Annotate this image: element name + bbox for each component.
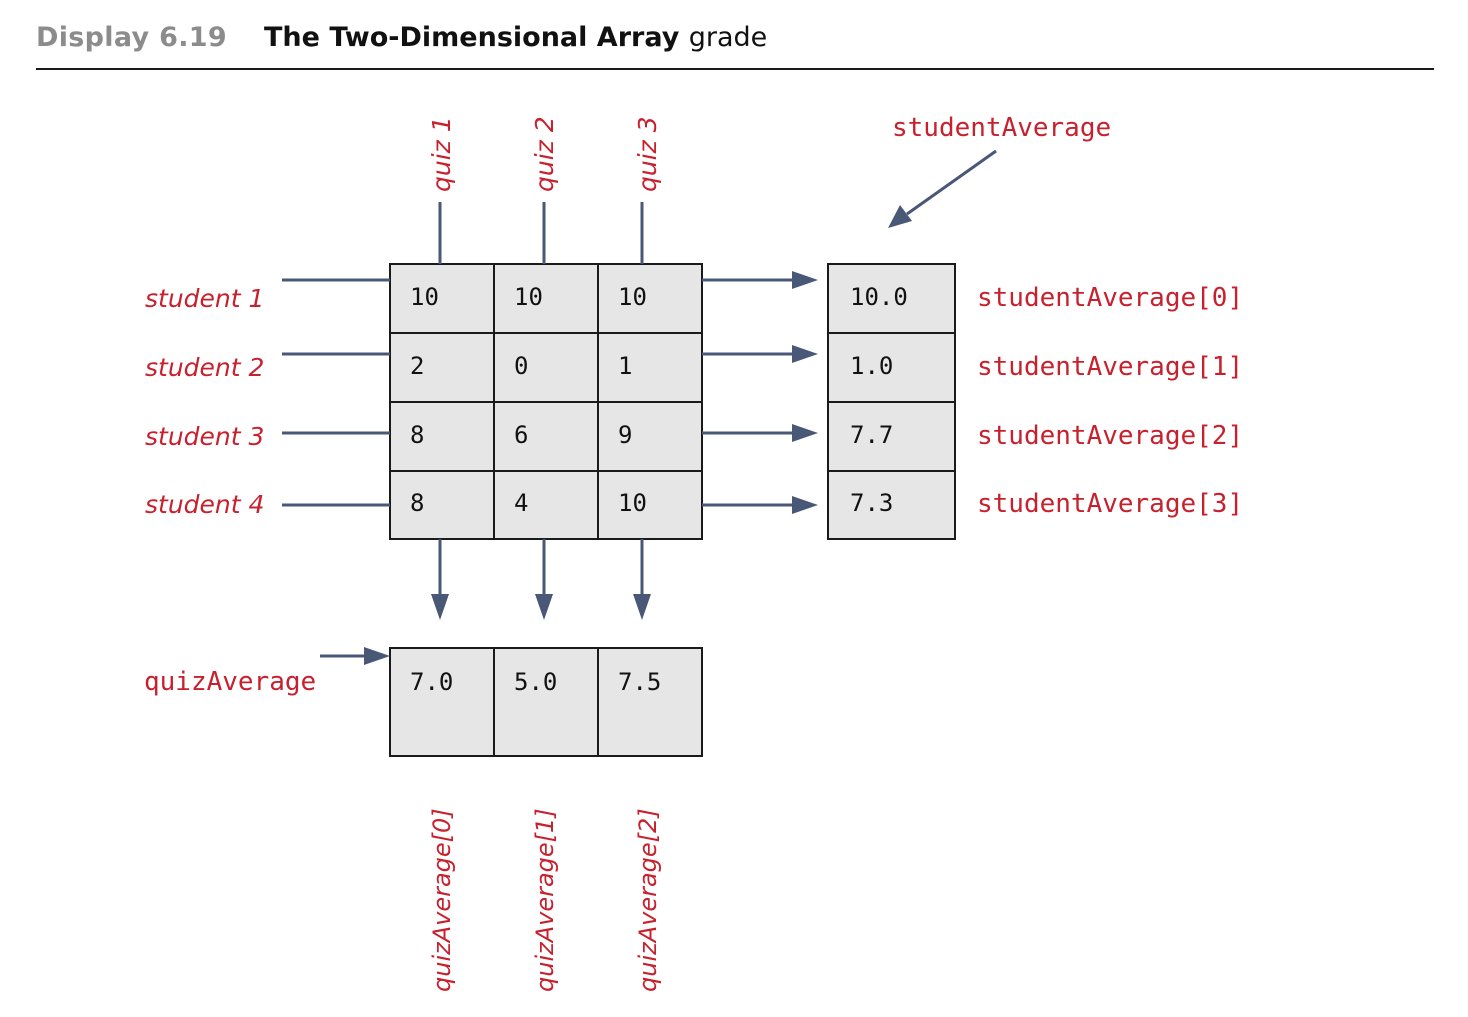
quiz-average-index-label: quizAverage[1] (531, 808, 559, 992)
display-number: Display 6.19 (36, 22, 227, 53)
grade-grid: 10 10 10 2 0 1 8 6 9 8 4 10 (389, 263, 703, 540)
column-average-arrows (431, 539, 651, 620)
grade-cell-3-1 (493, 470, 599, 540)
grade-cell-0-2 (597, 263, 703, 334)
row-arrow-head (792, 271, 818, 289)
grade-value: 8 (410, 421, 424, 449)
quiz-average-index-label: quizAverage[2] (634, 808, 662, 992)
grade-value: 10 (618, 489, 647, 517)
student-average-pointer-head (888, 205, 912, 228)
grade-value: 6 (514, 421, 528, 449)
student-average-name: studentAverage (892, 113, 1111, 143)
student-average-index-label: studentAverage[1] (977, 352, 1243, 382)
student-average-index-label: studentAverage[3] (977, 489, 1243, 519)
row-arrow-head (792, 424, 818, 442)
student-label: student 1 (145, 284, 264, 313)
student-average-labels: studentAverage[0] studentAverage[1] stud… (977, 283, 1243, 519)
grade-value: 1 (618, 352, 632, 380)
student-average-pointer-line (906, 149, 997, 216)
student-average-cell-3 (827, 470, 956, 540)
quiz-label: quiz 2 (530, 116, 559, 192)
grade-cell-3-0 (389, 470, 495, 540)
student-label: student 4 (145, 490, 264, 519)
student-label: student 2 (145, 353, 264, 382)
quiz-labels: quiz 1 quiz 2 quiz 3 (427, 116, 662, 192)
student-average-index-label: studentAverage[2] (977, 421, 1243, 451)
quiz-average-value: 7.5 (618, 668, 661, 696)
grade-value: 10 (618, 283, 647, 311)
quiz-label: quiz 1 (427, 116, 456, 192)
quiz-label: quiz 3 (633, 116, 662, 192)
grade-value: 8 (410, 489, 424, 517)
quiz-average-name: quizAverage (144, 667, 316, 697)
grade-cell-3-2 (597, 470, 703, 540)
quiz-average-value: 7.0 (410, 668, 453, 696)
column-arrow-head (431, 594, 449, 620)
quiz-average-cell-2 (597, 647, 703, 757)
row-arrow-head (792, 496, 818, 514)
column-arrow-head (633, 594, 651, 620)
grade-value: 2 (410, 352, 424, 380)
student-average-value: 7.3 (850, 489, 893, 517)
display-header: Display 6.19 The Two-Dimensional Array g… (36, 18, 1434, 70)
grade-cell-2-0 (389, 401, 495, 472)
student-average-cell-2 (827, 401, 956, 472)
quiz-average-array: 7.0 5.0 7.5 (389, 647, 703, 757)
grade-cell-0-1 (493, 263, 599, 334)
student-average-value: 1.0 (850, 352, 893, 380)
student-label: student 3 (145, 422, 264, 451)
student-average-cell-1 (827, 332, 956, 403)
grade-value: 4 (514, 489, 528, 517)
column-arrow-head (535, 594, 553, 620)
student-average-index-label: studentAverage[0] (977, 283, 1243, 313)
student-average-value: 10.0 (850, 283, 908, 311)
row-arrow-head (792, 345, 818, 363)
quiz-average-value: 5.0 (514, 668, 557, 696)
student-average-value: 7.7 (850, 421, 893, 449)
grade-cell-1-1 (493, 332, 599, 403)
student-average-array: 10.0 1.0 7.7 7.3 (827, 263, 956, 540)
display-title-array-name: grade (688, 22, 768, 53)
grade-cell-2-1 (493, 401, 599, 472)
grade-cell-1-0 (389, 332, 495, 403)
quiz-average-pointer-head (364, 647, 390, 665)
grade-value: 10 (514, 283, 543, 311)
display-title: The Two-Dimensional Array grade (264, 22, 767, 53)
grade-cell-2-2 (597, 401, 703, 472)
quiz-average-cell-1 (493, 647, 599, 757)
student-labels: student 1 student 2 student 3 student 4 (145, 284, 264, 519)
quiz-average-labels: quizAverage[0] quizAverage[1] quizAverag… (428, 808, 662, 992)
row-average-arrows (702, 271, 818, 514)
grade-cell-1-2 (597, 332, 703, 403)
grade-value: 10 (410, 283, 439, 311)
display-title-prefix: The Two-Dimensional Array (264, 22, 680, 53)
grade-value: 9 (618, 421, 632, 449)
grade-value: 0 (514, 352, 528, 380)
quiz-average-index-label: quizAverage[0] (428, 808, 456, 992)
quiz-average-cell-0 (389, 647, 495, 757)
grade-cell-0-0 (389, 263, 495, 334)
